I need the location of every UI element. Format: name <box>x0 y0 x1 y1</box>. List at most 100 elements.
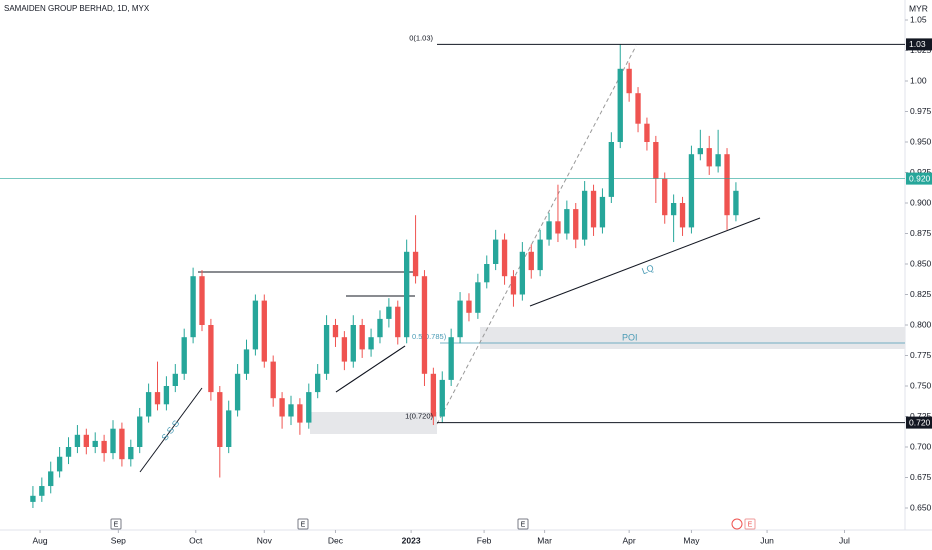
event-marker <box>297 518 309 530</box>
candle-body <box>341 337 348 362</box>
candle-body <box>261 300 267 362</box>
candle-body <box>421 276 428 374</box>
candle-body <box>359 325 365 350</box>
demand-zone <box>310 412 437 434</box>
candle-body <box>48 471 54 487</box>
candle-body <box>323 325 330 374</box>
level-tag <box>906 416 932 429</box>
candle-body <box>243 349 250 374</box>
x-tick-label: Mar <box>537 535 552 545</box>
candle-body <box>217 392 223 447</box>
candle-body <box>492 239 499 264</box>
candle-body <box>101 440 107 454</box>
candle-body <box>270 361 276 399</box>
candle-body <box>590 190 597 228</box>
candle-body <box>119 428 125 460</box>
lq-label: LQ <box>640 263 655 277</box>
x-tick-label: Jun <box>760 535 774 545</box>
candle-body <box>564 209 570 234</box>
x-tick-label: Aug <box>32 535 47 545</box>
y-tick-label: 0.925 <box>910 167 932 177</box>
candle-body <box>386 306 392 319</box>
dividend-marker <box>731 518 743 530</box>
candle-body <box>208 325 214 393</box>
candle-body <box>519 251 526 295</box>
y-tick-label: 0.650 <box>910 502 932 512</box>
candle-body <box>279 398 285 417</box>
y-tick-label: 0.700 <box>910 441 932 451</box>
fib-diagonal <box>436 45 637 425</box>
y-tick-label: 0.850 <box>910 258 932 268</box>
poi-label: POI <box>622 332 638 342</box>
candle-body <box>404 251 410 338</box>
candle-body <box>368 337 374 350</box>
event-label: E <box>521 521 526 528</box>
candle-body <box>715 154 721 167</box>
candle-body <box>412 251 419 277</box>
fib-label: 0.5(0.785) <box>412 332 447 341</box>
candle-body <box>608 142 615 197</box>
y-tick-label: 0.750 <box>910 380 932 390</box>
event-marker <box>110 518 122 530</box>
candle-body <box>528 251 534 271</box>
level-text: 1(0.720) <box>405 412 433 421</box>
candle-body <box>315 373 321 393</box>
y-tick-label: 0.725 <box>910 411 932 421</box>
candle-body <box>466 300 472 313</box>
candle-body <box>226 410 232 447</box>
candle-body <box>65 447 72 457</box>
x-tick-label: Dec <box>328 535 344 545</box>
candle-body <box>635 93 641 124</box>
candle-body <box>537 239 543 271</box>
last-price-tag <box>906 172 932 185</box>
candle-body <box>484 264 490 283</box>
candle-body <box>83 434 89 447</box>
candle-body <box>573 209 579 240</box>
candle-body <box>670 203 677 216</box>
candle-body <box>39 486 45 496</box>
candle-body <box>377 318 383 338</box>
x-tick-label: Nov <box>257 535 273 545</box>
level-tag-label: 0.720 <box>909 417 931 427</box>
candle-body <box>110 428 116 454</box>
poi-zone <box>480 327 905 349</box>
lq-line <box>529 217 761 307</box>
x-tick-label: 2023 <box>402 535 421 545</box>
candle-body <box>653 142 659 179</box>
candle-body <box>662 178 668 216</box>
candle-body <box>626 68 632 94</box>
trend-line <box>139 387 203 473</box>
x-tick-label: Jul <box>839 535 850 545</box>
event-marker <box>744 518 756 530</box>
candle-body <box>137 416 143 447</box>
y-tick-label: 0.975 <box>910 106 932 116</box>
candle-body <box>332 325 339 338</box>
candle-body <box>30 495 36 502</box>
candle-body <box>430 373 437 417</box>
candle-body <box>697 148 703 155</box>
x-tick-label: Oct <box>189 535 203 545</box>
y-tick-label: 0.900 <box>910 197 932 207</box>
candle-body <box>581 190 588 240</box>
candle-body <box>599 196 606 228</box>
candle-body <box>181 337 187 374</box>
candle-body <box>154 392 161 405</box>
candle-body <box>475 282 481 313</box>
candle-body <box>546 221 552 240</box>
candle-body <box>501 239 508 277</box>
candle-body <box>199 276 205 325</box>
y-tick-label: 0.775 <box>910 350 932 360</box>
candle-body <box>617 68 623 142</box>
y-tick-label: 0.675 <box>910 472 932 482</box>
candle-body <box>555 221 561 234</box>
y-tick-label: 0.875 <box>910 228 932 238</box>
event-label: E <box>301 521 306 528</box>
candle-body <box>395 306 401 338</box>
candle-body <box>510 276 517 295</box>
candle-body <box>297 404 303 423</box>
candle-body <box>92 440 98 447</box>
candle-body <box>306 392 312 423</box>
x-tick-label: Apr <box>623 535 636 545</box>
event-label: E <box>114 521 119 528</box>
